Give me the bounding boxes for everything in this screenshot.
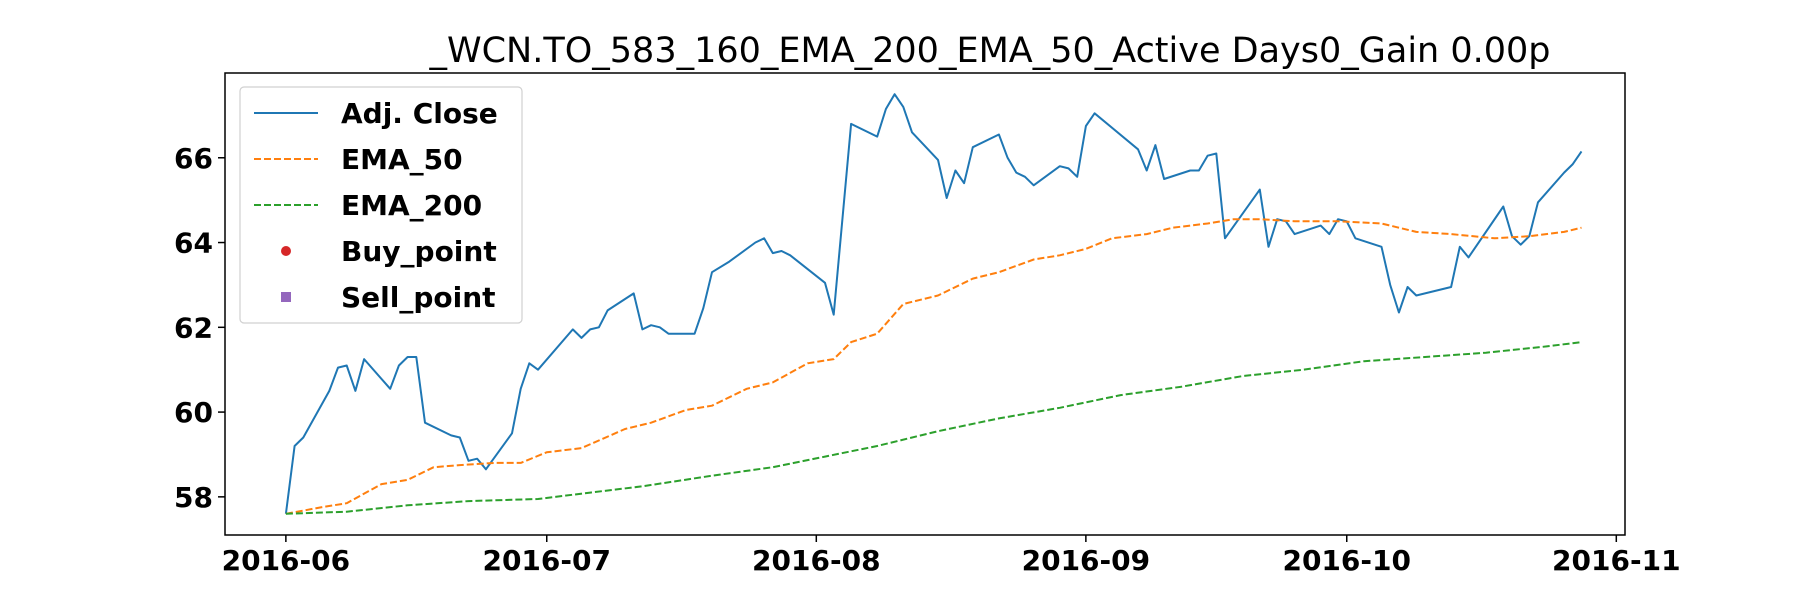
series-line-ema-50 [285,218,1582,515]
series-line-adj-close [284,93,1583,514]
x-axis: 2016-06 2016-07 2016-08 2016-09 2016-10 2016-… [222,535,1681,577]
chart-title: _WCN.TO_583_160_EMA_200_EMA_50_Active Da… [429,31,1551,71]
x-tick-label: 2016-10 [1282,544,1411,577]
legend-label-adj-close: Adj. Close [341,97,498,130]
x-tick-label: 2016-07 [482,544,611,577]
x-tick-label: 2016-11 [1552,544,1681,577]
x-tick-label: 2016-08 [752,544,881,577]
legend-swatch-buy-point [281,246,291,256]
series-layer [284,93,1583,515]
y-tick-label: 66 [174,142,213,175]
legend-label-ema-50: EMA_50 [341,143,463,176]
y-tick-label: 58 [174,481,213,514]
legend-box [239,86,523,324]
y-tick-label: 60 [174,396,213,429]
y-axis: 58 60 62 64 66 [174,142,225,514]
x-tick-label: 2016-06 [222,544,351,577]
x-tick-label: 2016-09 [1022,544,1151,577]
legend-label-sell-point: Sell_point [341,281,496,314]
legend-label-buy-point: Buy_point [341,235,497,268]
legend-swatch-sell-point [281,292,291,302]
y-tick-label: 64 [174,227,213,260]
plot-area [224,72,1626,536]
series-line-ema-200 [285,341,1582,515]
legend-label-ema-200: EMA_200 [341,189,482,222]
y-tick-label: 62 [174,311,213,344]
legend: Adj. Close EMA_50 EMA_200 Buy_point Sell_poi… [239,86,523,324]
